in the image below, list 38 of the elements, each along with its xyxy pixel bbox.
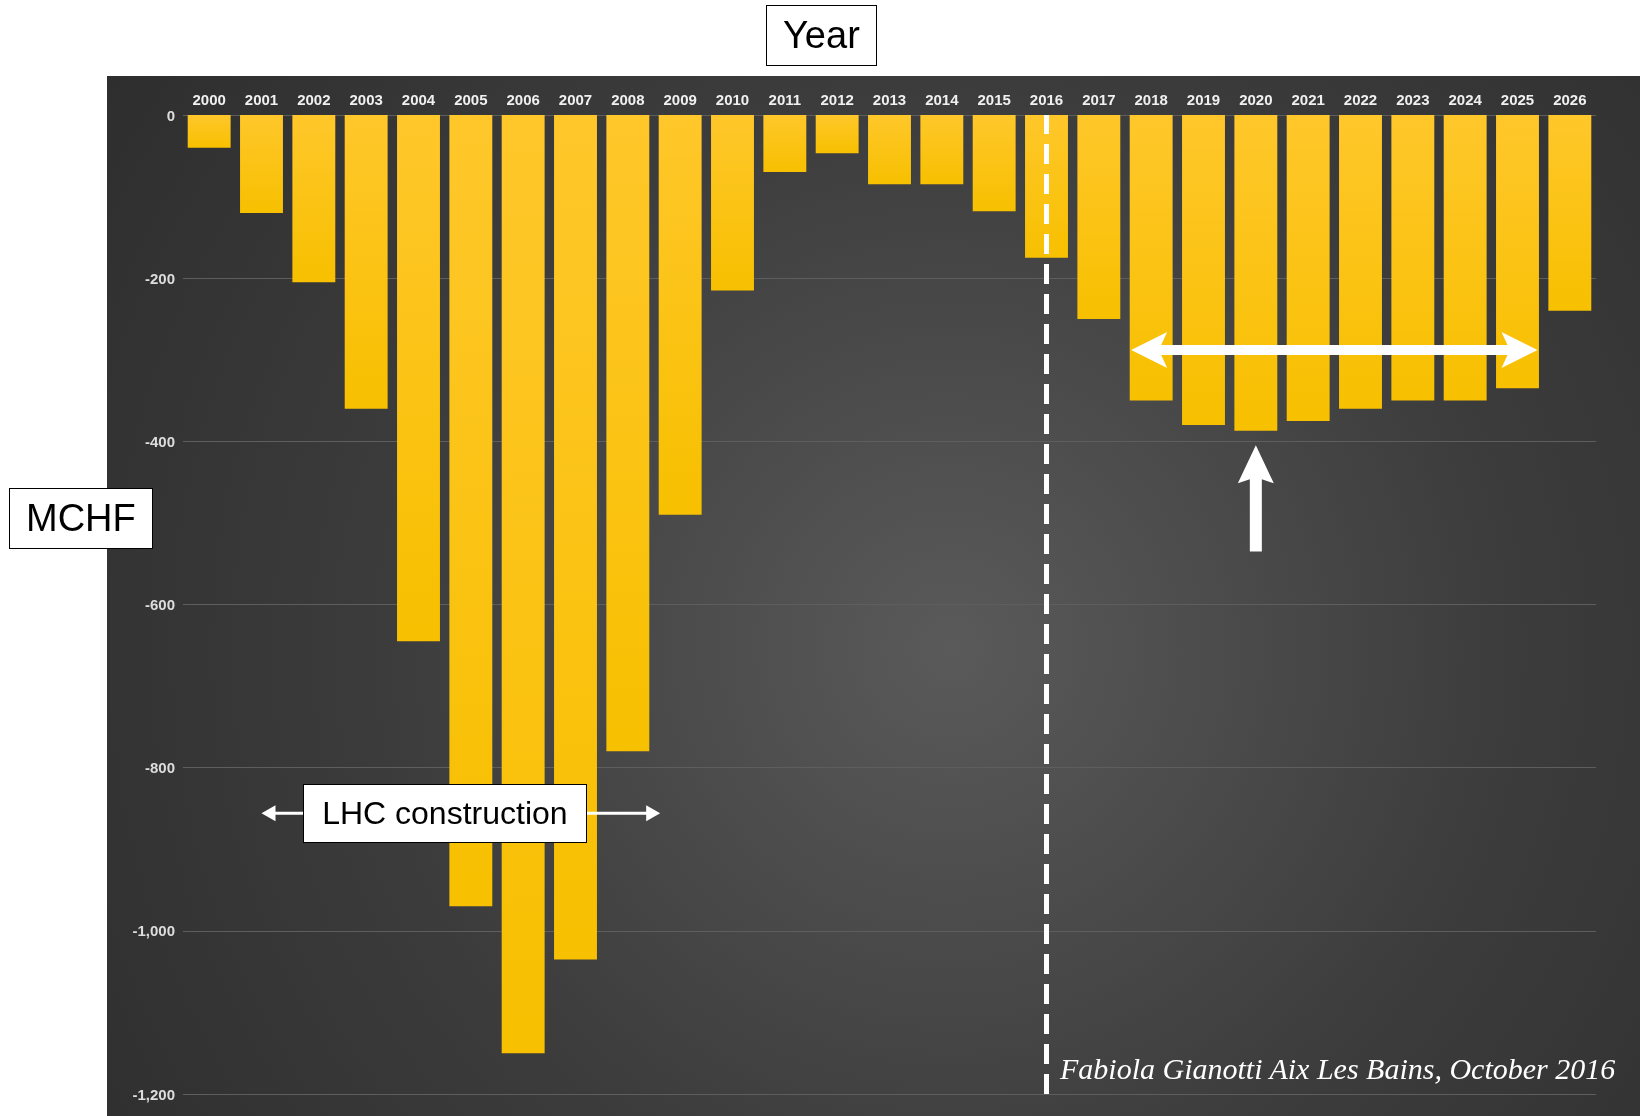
x-tick-label: 2021 — [1291, 91, 1325, 108]
x-tick-label: 2014 — [925, 91, 960, 108]
x-tick-label: 2019 — [1186, 91, 1221, 108]
x-tick-label: 2026 — [1553, 91, 1587, 108]
x-tick-label: 2008 — [611, 91, 645, 108]
x-tick-label: 2012 — [820, 91, 854, 108]
y-axis-title: MCHF — [9, 488, 153, 549]
x-tick-label: 2000 — [192, 91, 226, 108]
y-tick-label: 0 — [166, 106, 175, 124]
x-tick-label: 2006 — [506, 91, 540, 108]
x-tick-label: 2016 — [1029, 91, 1064, 108]
annotation: LHC construction — [303, 783, 587, 843]
x-tick-label: 2013 — [872, 91, 907, 108]
y-tick-label: -600 — [144, 596, 175, 613]
annotation: Fabiola Gianotti Aix Les Bains, October 2016 — [1060, 1052, 1616, 1086]
x-tick-label: 2004 — [401, 91, 436, 108]
x-tick-label: 2018 — [1134, 91, 1168, 108]
x-tick-label: 2001 — [244, 91, 279, 108]
x-tick-label: 2017 — [1082, 91, 1116, 108]
x-tick-label: 2007 — [558, 91, 593, 108]
x-tick-label: 2011 — [768, 91, 802, 108]
x-tick-label: 2003 — [349, 91, 383, 108]
x-tick-label: 2025 — [1500, 91, 1535, 108]
x-tick-label: 2024 — [1448, 91, 1483, 108]
x-tick-label: 2009 — [663, 91, 697, 108]
x-tick-label: 2020 — [1239, 91, 1273, 108]
x-axis-title: Year — [766, 5, 877, 66]
y-tick-label: -1,000 — [132, 922, 175, 940]
x-tick-label: 2023 — [1396, 91, 1430, 108]
y-tick-label: -1,200 — [132, 1085, 175, 1103]
y-tick-label: -800 — [144, 759, 175, 777]
y-tick-label: -400 — [144, 432, 175, 450]
y-tick-label: -200 — [144, 269, 175, 287]
x-tick-label: 2005 — [454, 91, 488, 108]
x-tick-label: 2002 — [297, 91, 331, 108]
x-tick-label: 2015 — [977, 91, 1011, 108]
x-tick-label: 2022 — [1343, 91, 1378, 108]
x-tick-label: 2010 — [715, 91, 750, 108]
